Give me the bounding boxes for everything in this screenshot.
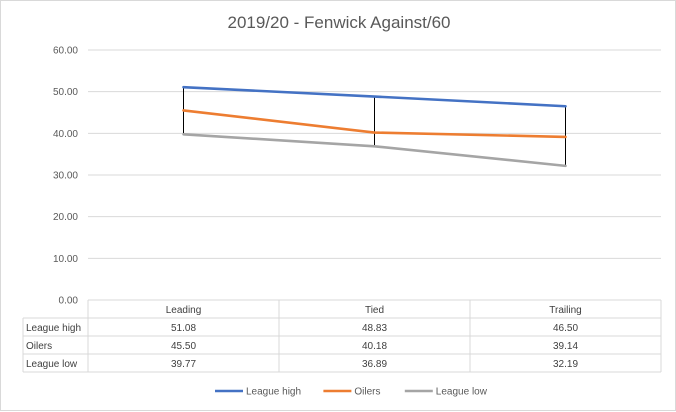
x-category-label: Tied: [365, 305, 384, 316]
table-cell-value: 46.50: [553, 323, 578, 334]
x-category-label: Leading: [166, 305, 202, 316]
data-table: Leading Tied Trailing League high 51.08 48.83…: [22, 299, 662, 373]
series-line-oilers: [182, 109, 567, 139]
table-cell-value: 51.08: [171, 323, 196, 334]
table-cell-value: 39.14: [553, 341, 578, 352]
legend-label: Oilers: [354, 387, 380, 398]
table-cell-value: 36.89: [362, 359, 387, 370]
y-tick-label: 30.00: [53, 171, 78, 182]
series-line-league-high: [182, 85, 567, 108]
series-line-league-low: [182, 132, 567, 168]
high-low-lines: [183, 87, 566, 166]
table-row-header: League high: [26, 323, 81, 334]
table-cell-value: 48.83: [362, 323, 387, 334]
table-cell-value: 32.19: [553, 359, 578, 370]
x-category-label: Trailing: [549, 305, 581, 316]
table-cell-value: 45.50: [171, 341, 196, 352]
legend-label: League low: [436, 387, 488, 398]
table-cell-value: 39.77: [171, 359, 196, 370]
y-tick-label: 20.00: [53, 212, 78, 223]
table-cell-value: 40.18: [362, 341, 387, 352]
y-tick-label: 0.00: [59, 296, 79, 307]
y-tick-label: 60.00: [53, 46, 78, 57]
y-tick-label: 40.00: [53, 129, 78, 140]
table-row-header: Oilers: [26, 341, 52, 352]
gridlines: [88, 49, 661, 259]
table-row-header: League low: [26, 359, 78, 370]
legend: League high Oilers League low: [215, 387, 488, 398]
y-tick-label: 10.00: [53, 254, 78, 265]
legend-label: League high: [246, 387, 301, 398]
chart-title: 2019/20 - Fenwick Against/60: [227, 13, 450, 32]
y-tick-label: 50.00: [53, 87, 78, 98]
y-axis: 0.00 10.00 20.00 30.00 40.00 50.00 60.00: [53, 46, 78, 307]
series-lines: [182, 85, 567, 168]
